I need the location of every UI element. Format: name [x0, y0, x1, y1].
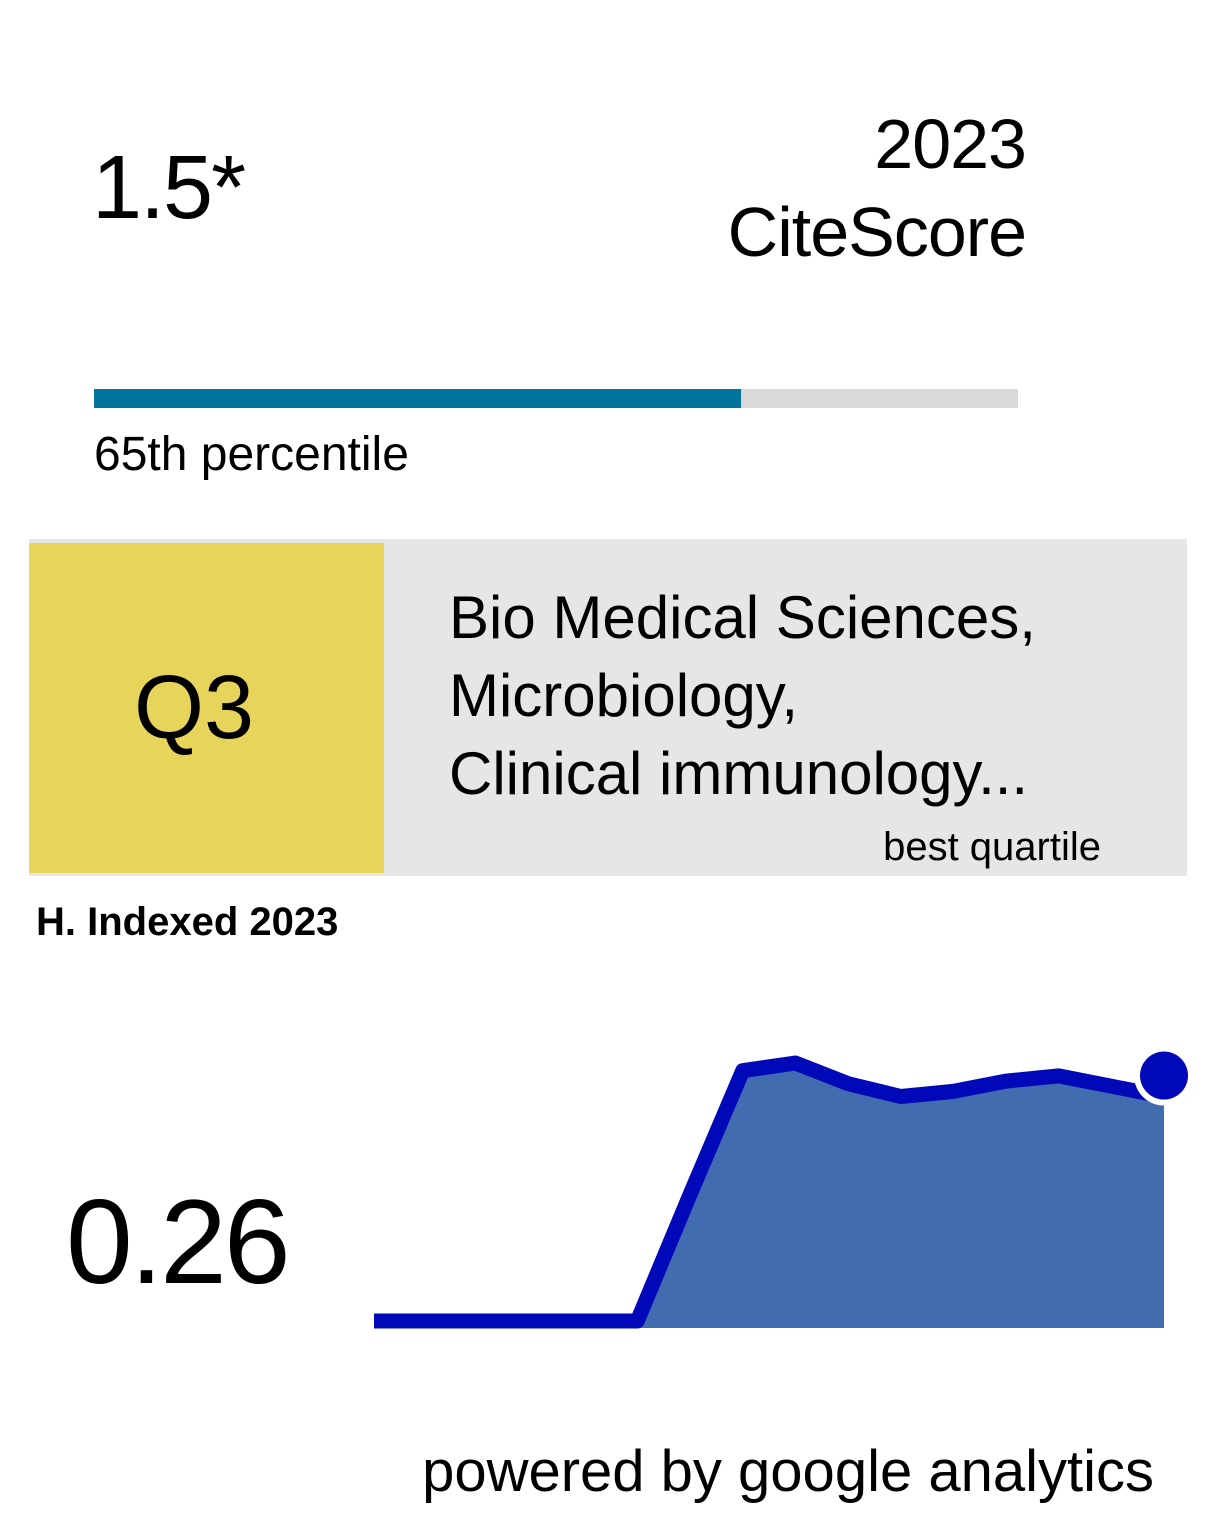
citescore-year: 2023 [874, 105, 1027, 183]
quartile-panel: Q3 Bio Medical Sciences, Microbiology, C… [29, 539, 1187, 876]
sparkline-area [374, 1063, 1164, 1328]
best-quartile-note: best quartile [883, 825, 1101, 869]
h-index-label: H. Indexed 2023 [36, 900, 339, 944]
citescore-title: CiteScore [727, 193, 1027, 271]
percentile-text: 65th percentile [94, 428, 409, 481]
citescore-value: 1.5* [92, 138, 246, 238]
footer-credit: powered by google analytics [422, 1439, 1154, 1504]
category-item: Clinical immunology... [449, 740, 1029, 807]
percentile-bar-fill [94, 389, 741, 408]
category-item: Microbiology, [449, 662, 799, 729]
citescore-label: 2023 CiteScore [727, 100, 1027, 276]
quartile-label: Q3 [133, 658, 255, 758]
quartile-badge: Q3 [29, 543, 384, 873]
sparkline-line [374, 1055, 1166, 1329]
subject-categories: Bio Medical Sciences, Microbiology, Clin… [449, 579, 1036, 813]
h-index-value: 0.26 [66, 1175, 291, 1309]
category-item: Bio Medical Sciences, [449, 584, 1036, 651]
sparkline-endpoint-dot [1140, 1051, 1188, 1100]
percentile-bar [94, 389, 1018, 408]
